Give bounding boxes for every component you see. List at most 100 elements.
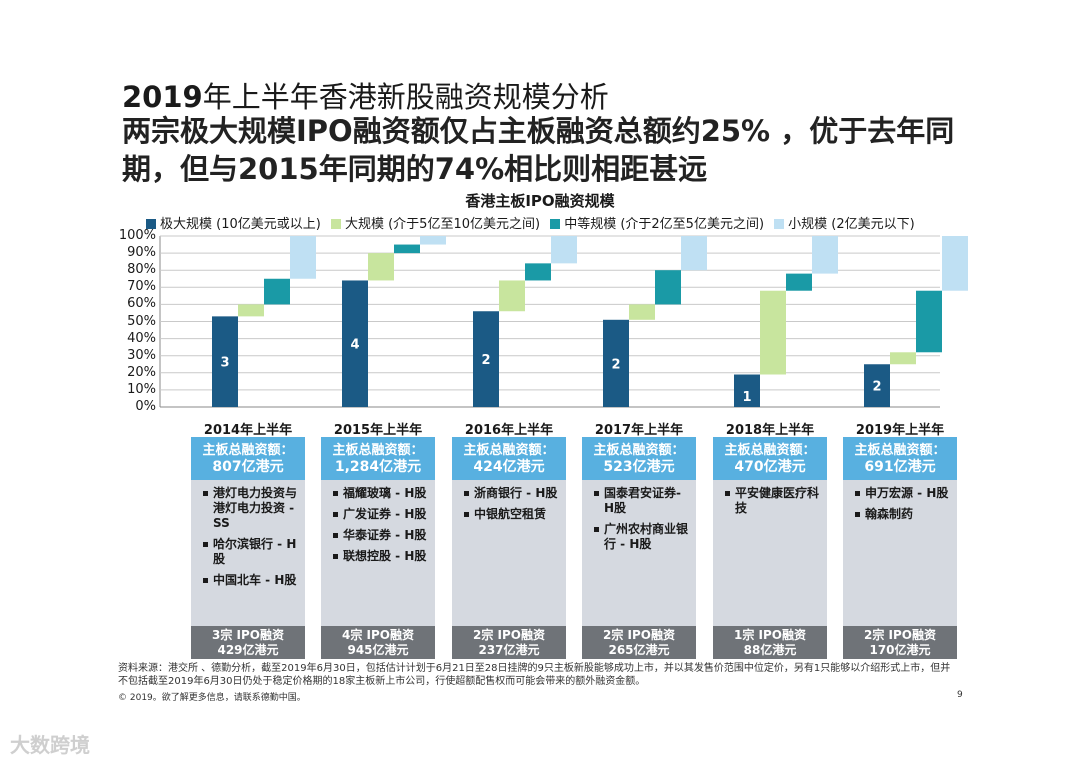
ipo-list-item: 国泰君安证券- H股 [594,486,692,516]
bar-segment [394,244,420,254]
panel-header: 主板总融资额： 470亿港元 [713,437,827,480]
panel-header: 主板总融资额： 523亿港元 [582,437,696,480]
panel-header: 主板总融资额： 691亿港元 [843,437,957,480]
panel-footer-count: 2宗 IPO融资 [603,628,675,642]
ipo-list-item: 华泰证券 - H股 [333,528,431,543]
ipo-panel: 主板总融资额： 1,284亿港元 福耀玻璃 - H股 广发证券 - H股 华泰证券 - … [321,437,435,659]
bar-segment [864,364,890,407]
panel-footer: 2宗 IPO融资 265亿港元 [582,626,696,659]
bar-segment [420,236,446,245]
page-title: 2019年上半年香港新股融资规模分析 [122,80,609,114]
source-line-2: 不包括截至2019年6月30日仍处于稳定价格期的18家主板新上市公司，行使超额配… [118,676,646,687]
panel-header-label: 主板总融资额： [332,443,424,458]
panel-footer: 3宗 IPO融资 429亿港元 [191,626,305,659]
bar-segment [290,236,316,279]
panel-footer-count: 2宗 IPO融资 [473,628,545,642]
bar-segment [238,304,264,317]
panel-footer-amount: 237亿港元 [478,643,540,657]
ipo-list: 福耀玻璃 - H股 广发证券 - H股 华泰证券 - H股 联想控股 - H股 [321,480,435,564]
panel-footer-count: 1宗 IPO融资 [734,628,806,642]
source-note: 资料来源：港交所 、德勤分析，截至2019年6月30日，包括估计计划于6月21日… [118,662,998,688]
ipo-list-item: 申万宏源 - H股 [855,486,953,501]
bar-segment [603,319,629,407]
bar-segment [890,352,916,365]
panel-footer-amount: 88亿港元 [743,643,797,657]
bar-segment [499,280,525,312]
panel-total-amount: 470亿港元 [734,459,806,475]
y-tick-label: 40% [127,330,156,346]
x-tick-label: 2019年上半年 [855,423,945,438]
panel-header: 主板总融资额： 424亿港元 [452,437,566,480]
bar-segment [473,311,499,407]
bar-segment [551,236,577,264]
y-tick-label: 70% [127,279,156,295]
ipo-list-item: 翰森制药 [855,507,953,522]
panel-footer-amount: 429亿港元 [217,643,279,657]
bar-segment [264,278,290,305]
source-line-1: 资料来源：港交所 、德勤分析，截至2019年6月30日，包括估计计划于6月21日… [118,663,951,674]
panel-footer-amount: 170亿港元 [869,643,931,657]
copyright: © 2019。欲了解更多信息，请联系德勤中国。 [118,693,306,703]
legend-item-xl: 极大规模 (10亿美元或以上) [146,213,321,232]
page-number: 9 [957,690,963,700]
panel-header: 主板总融资额： 807亿港元 [191,437,305,480]
y-tick-label: 90% [127,245,156,261]
x-tick-label: 2017年上半年 [594,423,684,438]
panel-total-amount: 691亿港元 [864,459,936,475]
y-tick-label: 100% [118,228,156,243]
ipo-list-item: 中银航空租赁 [464,507,562,522]
legend-item-large: 大规模 (介于5亿至10亿美元之间) [330,213,540,232]
bar-data-label: 2 [872,380,881,395]
ipo-list: 申万宏源 - H股 翰森制药 [843,480,957,522]
bar-segment [681,236,707,271]
panel-footer: 1宗 IPO融资 88亿港元 [713,626,827,659]
page-subtitle: 两宗极大规模IPO融资额仅占主板融资总额约25% ，优于去年同期，但与2015年… [122,114,955,186]
ipo-list: 平安健康医疗科技 [713,480,827,516]
panel-header: 主板总融资额： 1,284亿港元 [321,437,435,480]
bar-data-label: 3 [220,356,229,371]
bar-segment [734,374,760,407]
panel-footer: 4宗 IPO融资 945亿港元 [321,626,435,659]
bar-segment [786,273,812,291]
y-tick-label: 30% [127,347,156,363]
bar-segment [342,280,368,407]
ipo-list-item: 哈尔滨银行 - H股 [203,537,301,567]
ipo-panel: 主板总融资额： 523亿港元 国泰君安证券- H股 广州农村商业银行 - H股 2宗 I… [582,437,696,659]
watermark: 大数跨境 [10,733,90,757]
ipo-list: 浙商银行 - H股 中银航空租赁 [452,480,566,522]
chart-title: 香港主板IPO融资规模 [465,192,615,210]
ipo-list-item: 广发证券 - H股 [333,507,431,522]
bar-segment [812,236,838,274]
ipo-list-item: 福耀玻璃 - H股 [333,486,431,501]
bar-data-label: 2 [481,353,490,368]
bar-data-label: 2 [611,357,620,372]
y-tick-label: 80% [127,262,156,278]
bar-segment [629,304,655,320]
ipo-panel: 主板总融资额： 691亿港元 申万宏源 - H股 翰森制药 2宗 IPO融资 170亿港元 [843,437,957,659]
x-tick-label: 2015年上半年 [333,423,423,438]
panel-header-label: 主板总融资额： [593,443,685,458]
panel-header-label: 主板总融资额： [202,443,294,458]
bar-segment [760,290,786,375]
bar-data-label: 1 [742,390,751,405]
y-tick-label: 0% [135,399,156,414]
x-tick-label: 2018年上半年 [725,423,815,438]
x-tick-label: 2014年上半年 [203,423,293,438]
panel-footer: 2宗 IPO融资 170亿港元 [843,626,957,659]
ipo-list-item: 中国北车 - H股 [203,573,301,588]
bar-segment [212,316,238,407]
ipo-list: 国泰君安证券- H股 广州农村商业银行 - H股 [582,480,696,552]
ipo-list-item: 联想控股 - H股 [333,549,431,564]
panel-header-label: 主板总融资额： [854,443,946,458]
panel-footer-count: 3宗 IPO融资 [212,628,284,642]
ipo-panel: 主板总融资额： 470亿港元 平安健康医疗科技 1宗 IPO融资 88亿港元 [713,437,827,659]
ipo-list-item: 广州农村商业银行 - H股 [594,522,692,552]
y-tick-label: 50% [127,313,156,329]
panel-footer-amount: 945亿港元 [347,643,409,657]
y-tick-label: 10% [127,381,156,397]
bar-segment [916,290,942,353]
ipo-panel: 主板总融资额： 807亿港元 港灯电力投资与港灯电力投资 - SS 哈尔滨银行 - H… [191,437,305,659]
panel-header-label: 主板总融资额： [724,443,816,458]
x-tick-label: 2016年上半年 [464,423,554,438]
